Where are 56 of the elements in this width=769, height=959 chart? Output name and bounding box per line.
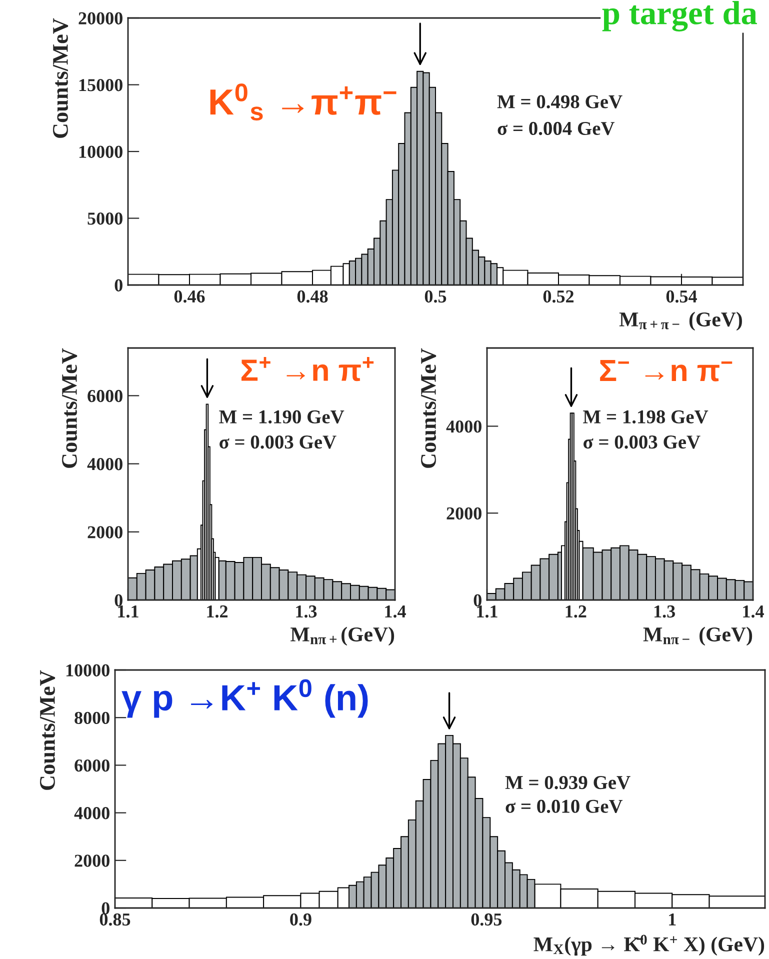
- x-tick-label: 1.4: [385, 605, 406, 618]
- y-tick-label: 20000: [78, 12, 122, 24]
- x-tick-label: 1: [669, 913, 676, 926]
- y-axis-title: Counts/MeV: [40, 670, 56, 790]
- x-tick-label: 1.2: [566, 605, 586, 618]
- y-axis-title: Counts/MeV: [62, 348, 78, 468]
- x-tick-label: 1.1: [118, 605, 138, 618]
- annotation: M = 0.939 GeV: [505, 776, 630, 790]
- y-tick-label: 2000: [74, 854, 110, 867]
- x-axis-title: M$_{nπ+}$(GeV): [290, 626, 394, 646]
- y-axis-title: Counts/MeV: [421, 348, 436, 468]
- x-axis-title: M$_{nπ−}$ (GeV): [643, 626, 752, 646]
- x-tick-label: 1.3: [296, 605, 317, 618]
- y-tick-label: 4000: [446, 420, 482, 433]
- annotation: σ = 0.004 GeV: [498, 122, 615, 136]
- annotation: K$^{0}$$_{s}$ →π$^{+}$π$^{−}$: [210, 83, 396, 120]
- x-tick-label: 0.54: [666, 290, 697, 303]
- x-tick-label: 0.9: [290, 913, 312, 926]
- annotation: Σ$^{−}$ →n π$^{−}$: [600, 360, 732, 382]
- y-axis-title: Counts/MeV: [52, 18, 68, 138]
- y-tick-label: 5000: [88, 212, 122, 225]
- y-tick-label: 10000: [66, 664, 110, 676]
- annotation: M = 1.190 GeV: [219, 410, 344, 424]
- x-tick-label: 1.1: [477, 605, 498, 618]
- y-tick-label: 0: [114, 279, 122, 292]
- x-tick-label: 0.46: [174, 290, 205, 303]
- annotation: σ = 0.003 GeV: [220, 436, 336, 449]
- x-tick-label: 0.48: [297, 290, 328, 303]
- annotation: Σ$^{+}$ →n π$^{+}$: [241, 356, 374, 382]
- y-tick-label: 8000: [74, 712, 110, 724]
- x-tick-label: 0.85: [100, 913, 130, 926]
- chart-title: p target da: [602, 0, 757, 32]
- annotation: σ = 0.010 GeV: [506, 800, 623, 814]
- y-tick-label: 10000: [79, 146, 122, 158]
- x-axis-title: M$_{X}$(γp → K̄$^{0}$ K$^{+}$ X) (GeV): [534, 934, 764, 956]
- x-tick-label: 0.52: [543, 290, 574, 303]
- annotation: σ = 0.003 GeV: [584, 436, 700, 449]
- annotation: M = 1.198 GeV: [583, 410, 708, 424]
- y-tick-label: 0: [114, 594, 122, 606]
- y-tick-label: 0: [474, 594, 482, 606]
- y-tick-label: 4000: [74, 807, 110, 820]
- y-tick-label: 2000: [88, 526, 122, 538]
- x-tick-label: 1.2: [207, 605, 228, 618]
- y-tick-label: 2000: [446, 507, 482, 520]
- x-tick-label: 1.3: [654, 605, 675, 618]
- y-tick-label: 0: [102, 902, 110, 914]
- y-tick-label: 4000: [87, 458, 122, 470]
- x-tick-label: 0.5: [424, 290, 446, 303]
- annotation: γ p →K$^{+}$ K$^{0}$ (n): [122, 679, 368, 718]
- x-axis-title: M$_{π+π−}$ (GeV): [619, 312, 742, 331]
- x-tick-label: 0.95: [471, 913, 502, 926]
- y-tick-label: 6000: [74, 759, 110, 772]
- annotation: M = 0.498 GeV: [497, 95, 622, 108]
- y-tick-label: 15000: [79, 79, 122, 92]
- y-tick-label: 6000: [88, 390, 122, 402]
- x-tick-label: 1.4: [743, 605, 764, 618]
